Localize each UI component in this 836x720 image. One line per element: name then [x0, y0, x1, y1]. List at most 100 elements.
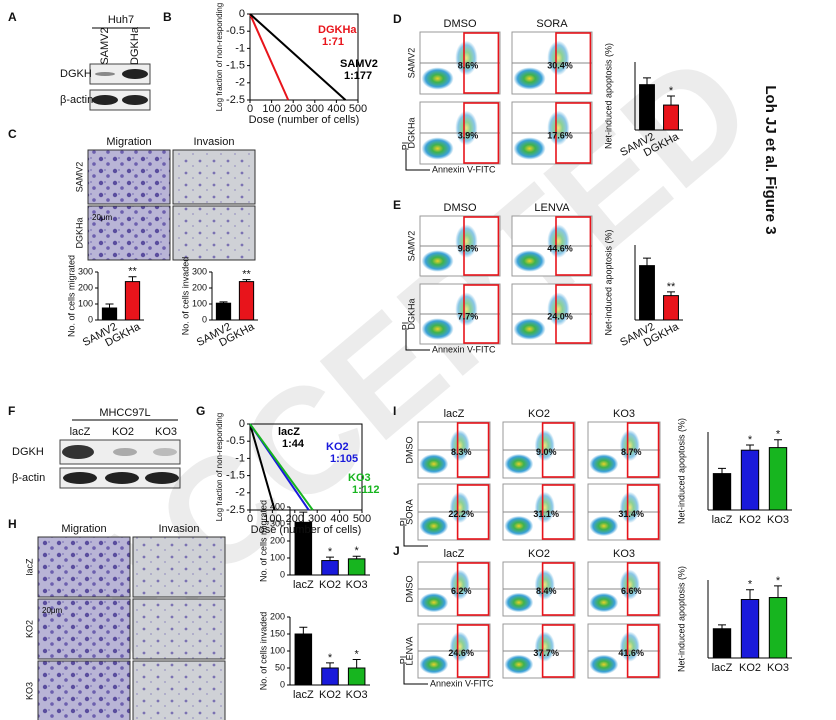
significance: *: [748, 579, 753, 591]
micrograph: [132, 598, 226, 660]
micrograph: [172, 149, 256, 205]
y-axis-label: Net-induced apoptosis (%): [676, 566, 686, 672]
bar: [124, 281, 141, 321]
panel-letter: H: [8, 517, 17, 531]
percentage: 8.6%: [458, 60, 479, 70]
gate-box: [456, 562, 490, 616]
series-name: SAMV2: [340, 58, 378, 70]
y-axis-label: Net-induced apoptosis (%): [676, 418, 686, 524]
y-tick-label: -2: [235, 487, 245, 499]
row-label: DGKHa: [74, 217, 84, 248]
cell-cluster: [534, 569, 555, 600]
percentage: 3.9%: [458, 130, 479, 140]
y-tick-label: 200: [192, 282, 207, 292]
x-tick-label: KO3: [346, 579, 368, 591]
row-label: DMSO: [404, 437, 414, 464]
x-tick-label: 400: [330, 513, 348, 525]
row-label: SAMV2: [406, 231, 416, 262]
percentage: 31.4%: [618, 509, 644, 519]
x-tick-label: 0: [247, 103, 253, 115]
y-axis-label: PI: [398, 518, 408, 527]
y-tick-label: 150: [270, 628, 285, 638]
panel-letter: G: [196, 404, 205, 418]
column-label: Migration: [61, 523, 106, 535]
figure-label: Loh JJ et al. Figure 3: [762, 85, 779, 234]
y-tick-label: -0.5: [226, 435, 245, 447]
cell-cluster: [504, 592, 534, 613]
scale-label: 20μm: [42, 606, 63, 615]
micrograph: [37, 598, 131, 660]
percentage: 24.6%: [448, 648, 474, 658]
error-bar: [352, 555, 361, 559]
cell-cluster: [419, 592, 449, 613]
gate-box: [541, 624, 575, 678]
cell-cluster: [619, 429, 640, 462]
micrograph: [132, 536, 226, 598]
lane-label: SAMV2: [99, 27, 111, 64]
cell-cluster: [421, 250, 454, 272]
error-bar: [105, 303, 114, 308]
panel-letter: C: [8, 127, 17, 141]
series-frequency: 1:177: [344, 70, 372, 82]
series-line: [249, 423, 276, 511]
cell-cluster: [547, 224, 570, 258]
bar: [768, 597, 788, 659]
cell-cluster: [619, 631, 640, 662]
cell-cluster: [534, 631, 555, 662]
error-bar: [643, 77, 651, 85]
lane-label: KO2: [112, 426, 134, 438]
error-bar: [299, 511, 308, 523]
micrograph: [37, 536, 131, 598]
error-bar: [326, 556, 334, 561]
percentage: 30.4%: [547, 60, 573, 70]
error-bar: [746, 444, 754, 451]
significance: **: [242, 269, 251, 281]
row-label: DGKHa: [406, 298, 416, 329]
cell-cluster: [589, 515, 619, 537]
x-tick-label: 300: [308, 513, 326, 525]
panel-letter: A: [8, 10, 17, 24]
percentage: 31.1%: [533, 509, 559, 519]
series-name: DGKHa: [318, 24, 357, 36]
gate-box: [456, 624, 490, 678]
blot-f: [59, 419, 181, 489]
gate-box: [626, 422, 660, 478]
y-axis-label: Log fraction of non-responding: [215, 3, 224, 112]
x-tick-label: 400: [327, 103, 345, 115]
y-axis-label: PI: [400, 142, 410, 151]
significance: *: [328, 652, 333, 664]
series-frequency: 1:112: [352, 484, 380, 496]
percentage: 17.6%: [547, 130, 573, 140]
significance: *: [776, 575, 781, 587]
percentage: 37.7%: [533, 648, 559, 658]
micrograph: [87, 149, 171, 205]
x-tick-label: 500: [349, 103, 367, 115]
gate-box: [626, 624, 660, 678]
row-label: SAMV2: [406, 48, 416, 79]
cell-cluster: [504, 654, 534, 675]
error-bar: [718, 467, 726, 474]
error-bar: [242, 279, 251, 282]
percentage: 9.8%: [458, 243, 479, 253]
y-axis-label: No. of cells migrated: [258, 500, 268, 582]
series-frequency: 1:105: [330, 453, 358, 465]
lane-label: DGKHa: [129, 26, 141, 65]
series-frequency: 1:44: [282, 438, 305, 450]
row-label: β-actin: [12, 472, 45, 484]
percentage: 7.7%: [458, 311, 479, 321]
panel-letter: B: [163, 10, 172, 24]
significance: *: [355, 545, 360, 557]
axis-arrow: [403, 526, 428, 547]
row-label: DMSO: [404, 576, 414, 603]
y-tick-label: 0: [280, 569, 285, 579]
bar: [238, 281, 255, 321]
panel-letter: I: [393, 404, 396, 418]
bar: [294, 633, 313, 686]
bar: [768, 447, 788, 511]
gate-box: [626, 562, 660, 616]
axis-arrow: [403, 664, 428, 685]
series-line: [249, 13, 347, 101]
error-bar: [643, 257, 651, 266]
cell-cluster: [419, 515, 449, 537]
y-tick-label: -1: [235, 42, 245, 54]
